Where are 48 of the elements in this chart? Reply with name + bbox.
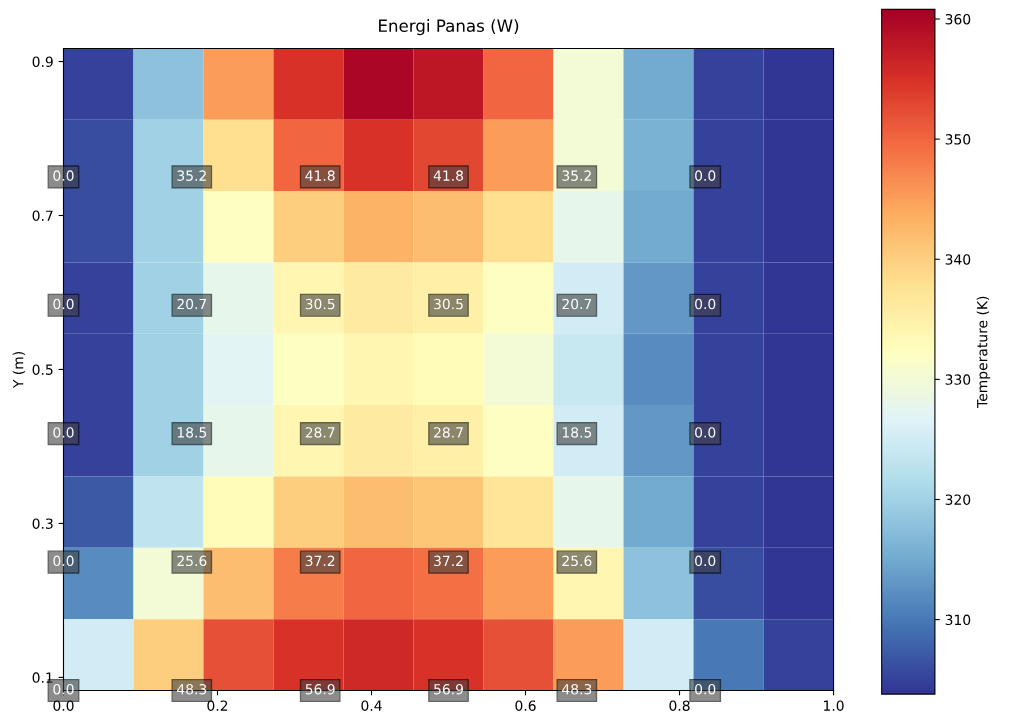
annotation: 41.8 xyxy=(305,170,335,181)
color-bar-label: 330 xyxy=(945,374,971,385)
x-tick-label: 1.0 xyxy=(824,700,844,711)
chart-title: Energi Panas (W) xyxy=(379,19,519,36)
annotation: 0.0 xyxy=(53,298,74,310)
annotation: 25.6 xyxy=(562,555,592,567)
annotation: 41.8 xyxy=(433,170,464,181)
annotation: 18.5 xyxy=(177,427,207,438)
annotation: 30.5 xyxy=(434,298,463,310)
annotation: 18.5 xyxy=(562,427,592,438)
annotation: 20.7 xyxy=(177,298,207,310)
annotation: 20.7 xyxy=(562,298,592,310)
annotation: 56.9 xyxy=(305,683,335,695)
annotation: 0.0 xyxy=(53,555,74,567)
color-bar-label: 340 xyxy=(945,254,971,265)
color-bar-title: Temperature (K) xyxy=(976,296,991,408)
annotation: 56.9 xyxy=(434,683,463,695)
annotation: 28.7 xyxy=(305,427,335,438)
x-tick-label: 0.0 xyxy=(53,700,74,711)
annotation: 37.2 xyxy=(305,555,335,567)
annotation: 0.0 xyxy=(53,427,74,438)
annotation: 0.0 xyxy=(53,170,74,181)
annotation: 48.3 xyxy=(562,683,592,695)
annotation: 0.0 xyxy=(695,298,716,310)
annotation: 35.2 xyxy=(562,170,591,181)
annotation: 28.7 xyxy=(434,427,463,438)
x-tick-label: 0.8 xyxy=(669,700,690,711)
color-bar-label: 310 xyxy=(945,614,971,626)
y-tick-label: 0.5 xyxy=(32,364,53,375)
y-axis-title: Y (m) xyxy=(12,352,26,389)
color-bar-label: 350 xyxy=(945,134,971,145)
annotation: 30.5 xyxy=(305,298,335,310)
x-tick-label: 0.6 xyxy=(515,700,536,711)
y-tick-label: 0.9 xyxy=(32,56,53,67)
color-bar-label: 320 xyxy=(945,494,971,505)
annotation: 0.0 xyxy=(695,427,716,438)
annotation: 0.0 xyxy=(695,170,716,181)
x-tick-label: 0.2 xyxy=(207,700,228,711)
y-tick-label: 0.3 xyxy=(32,518,53,529)
color-bar-label: 360 xyxy=(945,13,971,25)
y-tick-label: 0.7 xyxy=(32,210,53,221)
annotation: 37.2 xyxy=(434,555,463,567)
annotation: 25.6 xyxy=(177,555,207,567)
x-tick-label: 0.4 xyxy=(361,700,382,711)
y-tick-label: 0.1 xyxy=(32,672,53,683)
annotation: 0.0 xyxy=(695,683,716,695)
annotation: 35.2 xyxy=(177,170,206,181)
annotation: 0.0 xyxy=(695,555,716,567)
